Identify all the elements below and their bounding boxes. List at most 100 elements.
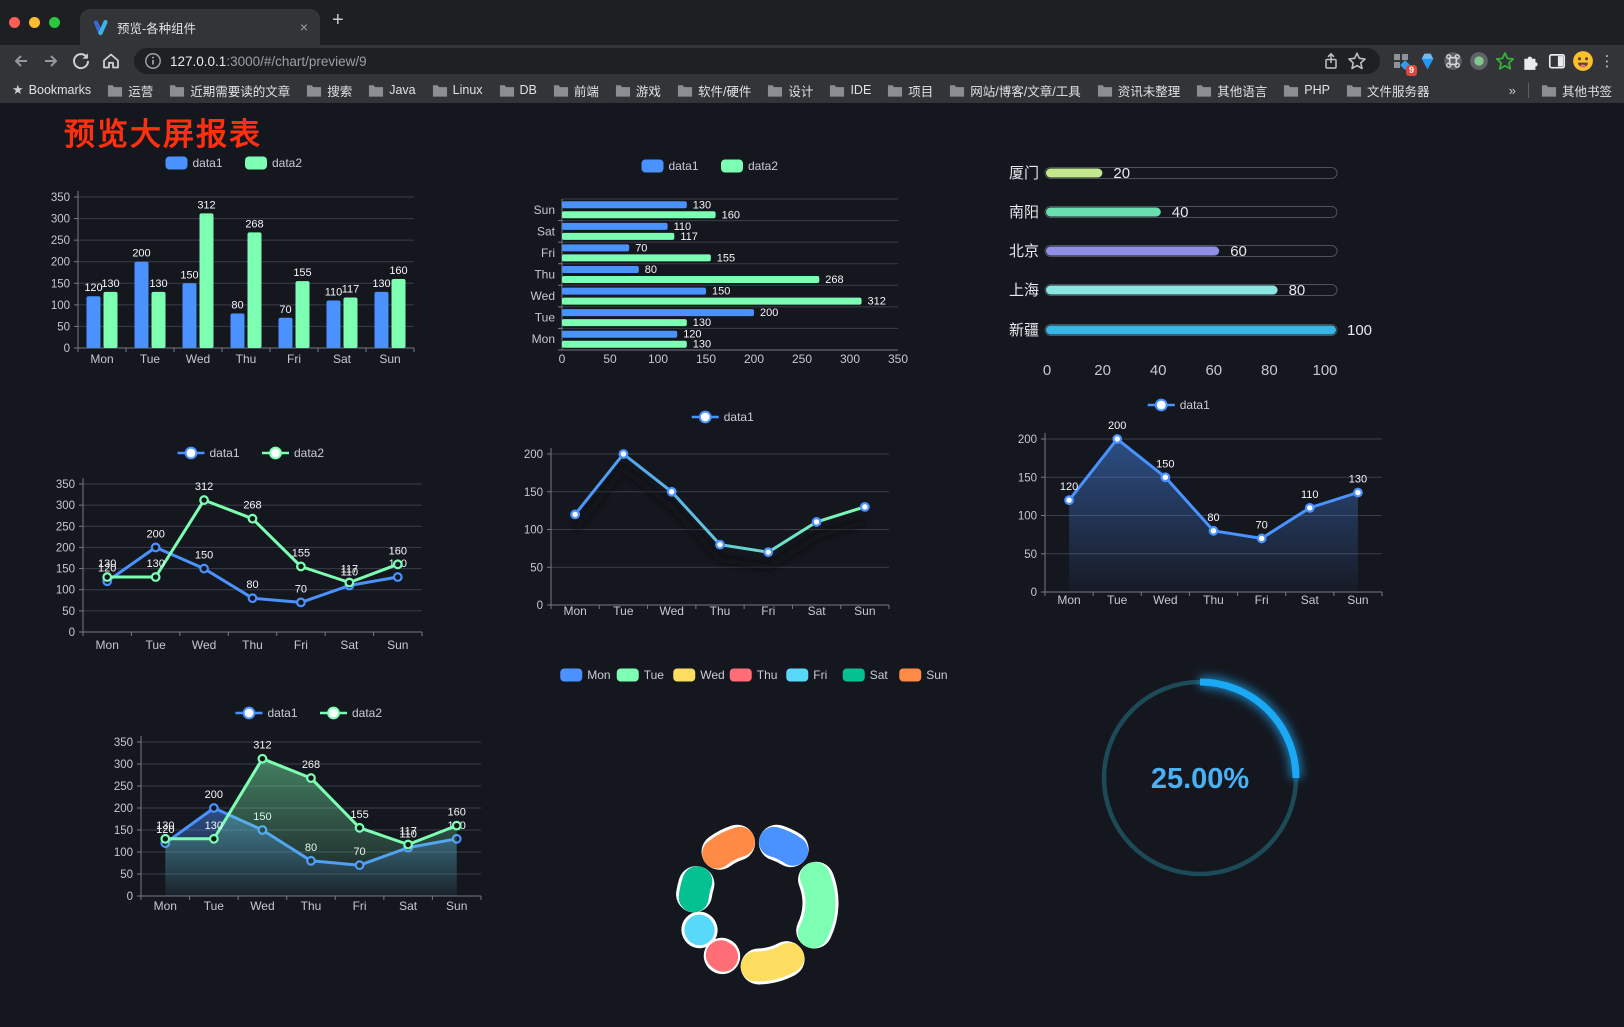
legend-item[interactable]: data1 xyxy=(1147,398,1210,412)
legend-item[interactable]: data2 xyxy=(320,706,382,720)
data-point[interactable] xyxy=(1160,472,1171,483)
data-point[interactable] xyxy=(247,593,258,604)
data-point[interactable] xyxy=(392,559,403,570)
data-point[interactable] xyxy=(160,833,171,844)
chart-canvas[interactable]: data1 data2 0 50 100 150 200 250 300 350 Mon Tue Wed… xyxy=(498,149,918,379)
reload-button[interactable] xyxy=(66,47,96,75)
legend-item[interactable]: data1 xyxy=(641,159,699,173)
data-point[interactable] xyxy=(1256,533,1267,544)
chart-line-area-two[interactable]: data1 data2 0 50 100 150 200 250 300 350 Mon Tue Wed… xyxy=(100,688,490,923)
address-bar[interactable]: 127.0.0.1:3000/#/chart/preview/9 xyxy=(134,48,1380,74)
bookmark-item[interactable]: DB xyxy=(499,81,537,100)
chart-gauge-progress[interactable]: 25.00% xyxy=(1085,663,1315,893)
bar[interactable] xyxy=(562,287,706,295)
data-point[interactable] xyxy=(150,542,161,553)
bookmark-star-button[interactable] xyxy=(1344,49,1370,73)
data-point[interactable] xyxy=(715,539,725,550)
bar[interactable] xyxy=(562,309,754,317)
bookmark-item[interactable]: Java xyxy=(368,81,416,100)
legend-item[interactable]: data2 xyxy=(721,159,778,173)
bar[interactable] xyxy=(562,297,862,305)
bookmark-item[interactable]: Linux xyxy=(432,81,483,100)
bookmark-item[interactable]: 其他语言 xyxy=(1196,81,1267,100)
data-point[interactable] xyxy=(102,572,113,582)
pie-segment[interactable] xyxy=(678,866,713,913)
bookmark-item[interactable]: 网站/博客/文章/工具 xyxy=(949,81,1081,100)
chart-line-area[interactable]: data1 0 50 100 150 200 Mon Tue Wed Thu Fri Sat Sun 12… xyxy=(985,393,1395,621)
browser-tab[interactable]: 预览-各种组件 × xyxy=(80,9,320,45)
bar[interactable] xyxy=(182,283,197,348)
data-point[interactable] xyxy=(451,820,462,831)
data-point[interactable] xyxy=(392,572,403,582)
bookmark-item[interactable]: 项目 xyxy=(887,81,933,100)
line-series-data1[interactable]: 120 200 150 80 70 110 130 xyxy=(1060,420,1367,592)
data-point[interactable] xyxy=(257,753,268,764)
share-button[interactable] xyxy=(1318,49,1344,73)
zoom-window-button[interactable] xyxy=(49,17,60,28)
data-point[interactable] xyxy=(618,449,629,459)
chart-canvas[interactable]: data1 0 50 100 150 200 Mon Tue Wed Thu Fri Sat Sun xyxy=(505,403,905,631)
data-point[interactable] xyxy=(296,597,306,608)
bar-series-data2[interactable]: 130 130 312 268 155 117 160 xyxy=(562,209,886,351)
profile-avatar[interactable] xyxy=(1570,48,1596,74)
bar[interactable] xyxy=(562,330,678,338)
bookmark-item[interactable]: 游戏 xyxy=(615,81,661,100)
progress-row[interactable]: 上海 80 xyxy=(1009,282,1338,299)
chart-canvas[interactable]: Mon Tue Wed Thu Fri Sat Sun xyxy=(555,663,955,998)
legend-item[interactable]: Sat xyxy=(842,668,889,682)
progress-row[interactable]: 北京 60 xyxy=(1009,243,1338,260)
legend-item[interactable]: data1 xyxy=(165,156,223,170)
extension-gem[interactable] xyxy=(1414,48,1440,74)
macos-traffic-lights[interactable] xyxy=(9,17,60,28)
chart-canvas[interactable]: 25.00% xyxy=(1085,663,1315,893)
bookmark-item[interactable]: 搜索 xyxy=(306,81,352,100)
data-point[interactable] xyxy=(344,577,355,588)
url-text[interactable]: 127.0.0.1:3000/#/chart/preview/9 xyxy=(170,54,1318,69)
bookmark-item[interactable]: IDE xyxy=(829,81,871,100)
minimize-window-button[interactable] xyxy=(29,17,40,28)
data-point[interactable] xyxy=(247,513,258,524)
legend-item[interactable]: data1 xyxy=(235,706,298,720)
bookmark-item[interactable]: 设计 xyxy=(767,81,813,100)
tab-close-icon[interactable]: × xyxy=(299,19,308,35)
legend-item[interactable]: Tue xyxy=(616,668,665,682)
bar[interactable] xyxy=(562,319,687,327)
chart-canvas[interactable]: data1 data2 0 50 100 150 200 250 300 350 Mon Tue Wed… xyxy=(40,147,470,379)
bookmark-item[interactable]: 近期需要读的文章 xyxy=(169,81,290,100)
site-info-icon[interactable] xyxy=(144,52,162,70)
chart-donut[interactable]: Mon Tue Wed Thu Fri Sat Sun xyxy=(555,663,955,998)
new-tab-button[interactable]: + xyxy=(332,9,344,31)
chart-line-two-series[interactable]: data1 data2 0 50 100 150 200 250 300 350 Mon Tue Wed… xyxy=(45,443,440,673)
bar[interactable] xyxy=(562,201,687,209)
bar[interactable] xyxy=(562,254,711,262)
data-point[interactable] xyxy=(199,495,209,505)
pie-segment[interactable] xyxy=(797,861,836,949)
progress-row[interactable]: 厦门 20 xyxy=(1009,165,1338,182)
extension-proxy[interactable]: 9 xyxy=(1388,48,1417,76)
chart-canvas[interactable]: data1 data2 0 50 100 150 200 250 300 350 Mon Tue Wed… xyxy=(100,688,490,923)
legend-item[interactable]: data1 xyxy=(177,446,240,460)
bar[interactable] xyxy=(199,213,214,348)
data-point[interactable] xyxy=(1064,495,1074,506)
extensions-menu[interactable] xyxy=(1518,48,1544,74)
bar[interactable] xyxy=(230,313,245,348)
bar[interactable] xyxy=(86,296,101,348)
data-point[interactable] xyxy=(1112,434,1123,444)
chart-line-gradient[interactable]: data1 0 50 100 150 200 Mon Tue Wed Thu Fri Sat Sun xyxy=(505,403,905,631)
bar[interactable] xyxy=(103,291,118,348)
data-point[interactable] xyxy=(1353,487,1363,498)
side-panel-toggle[interactable] xyxy=(1544,48,1570,74)
bookmarks-manager[interactable]: ★ Bookmarks xyxy=(12,82,91,98)
legend-item[interactable]: Thu xyxy=(729,668,778,682)
extension-recorder[interactable] xyxy=(1466,48,1492,74)
chart-canvas[interactable]: 厦门 20 南阳 40 北京 60 上海 80 新疆 100 0 20 40 60 80 100 xyxy=(985,153,1385,388)
legend-item[interactable]: data2 xyxy=(245,156,302,170)
bookmark-item[interactable]: 软件/硬件 xyxy=(677,81,751,100)
bookmark-item[interactable]: 前端 xyxy=(553,81,599,100)
data-point[interactable] xyxy=(666,486,677,497)
data-point[interactable] xyxy=(354,822,365,833)
bar[interactable] xyxy=(562,244,630,252)
line-series-data1[interactable] xyxy=(570,449,870,571)
